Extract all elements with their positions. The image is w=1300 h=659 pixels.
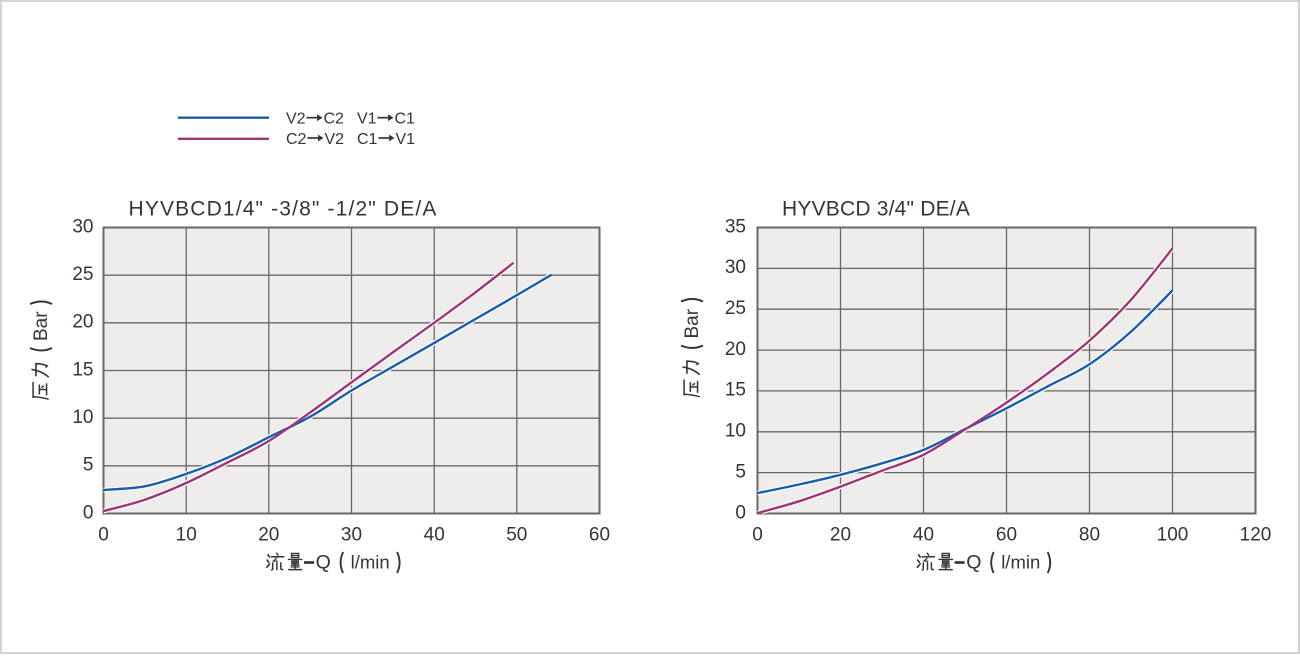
svg-text:100: 100 (1157, 525, 1189, 546)
svg-text:30: 30 (341, 525, 362, 546)
svg-text:35: 35 (725, 216, 746, 237)
svg-text:20: 20 (72, 312, 93, 333)
svg-text:30: 30 (72, 216, 93, 237)
svg-text:20: 20 (830, 525, 851, 546)
svg-text:15: 15 (72, 359, 93, 380)
svg-text:25: 25 (72, 264, 93, 285)
svg-text:0: 0 (735, 502, 746, 523)
svg-text:HYVBCD1/4" -3/8" -1/2" DE/A: HYVBCD1/4" -3/8" -1/2" DE/A (129, 197, 438, 220)
svg-text:10: 10 (176, 525, 197, 546)
svg-text:80: 80 (1079, 525, 1100, 546)
svg-text:C2: C2 (324, 111, 345, 128)
svg-text:C2: C2 (286, 131, 307, 148)
svg-text:5: 5 (83, 455, 94, 476)
svg-text:0: 0 (98, 525, 109, 546)
svg-text:20: 20 (258, 525, 279, 546)
svg-text:30: 30 (725, 257, 746, 278)
svg-text:15: 15 (725, 380, 746, 401)
svg-text:V2: V2 (286, 111, 306, 128)
svg-text:C1: C1 (395, 111, 416, 128)
svg-text:V2: V2 (325, 131, 345, 148)
svg-text:0: 0 (752, 525, 763, 546)
svg-text:20: 20 (725, 339, 746, 360)
svg-text:120: 120 (1240, 525, 1272, 546)
svg-text:10: 10 (725, 421, 746, 442)
svg-text:40: 40 (424, 525, 445, 546)
svg-text:25: 25 (725, 298, 746, 319)
svg-text:60: 60 (996, 525, 1017, 546)
svg-text:V1: V1 (357, 111, 377, 128)
svg-text:5: 5 (735, 461, 746, 482)
svg-text:C1: C1 (357, 131, 378, 148)
svg-text:0: 0 (83, 502, 94, 523)
svg-text:40: 40 (913, 525, 934, 546)
svg-text:50: 50 (506, 525, 527, 546)
svg-text:HYVBCD 3/4" DE/A: HYVBCD 3/4" DE/A (782, 197, 970, 220)
svg-text:10: 10 (72, 407, 93, 428)
svg-text:V1: V1 (396, 131, 416, 148)
svg-text:60: 60 (589, 525, 610, 546)
